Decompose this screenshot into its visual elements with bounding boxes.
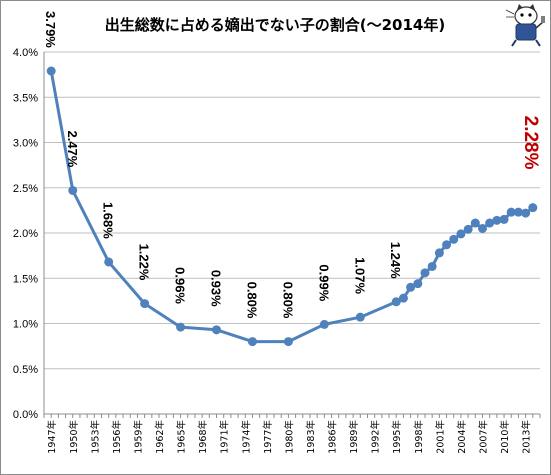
data-label: 2.28% xyxy=(520,116,541,170)
x-tick-label: 1977年 xyxy=(262,420,274,454)
data-point xyxy=(391,297,401,307)
data-label: 1.22% xyxy=(137,244,152,281)
x-tick-label: 1989年 xyxy=(348,420,360,454)
data-point xyxy=(176,322,186,332)
gridlines xyxy=(44,51,540,370)
x-tick-label: 1968年 xyxy=(197,420,209,454)
data-point xyxy=(521,208,531,218)
x-tick-label: 1971年 xyxy=(219,420,231,454)
data-labels: 3.79% 2.47% 1.68% 1.22% 0.96% 0.93% 0.80% 0.80%… xyxy=(43,11,541,319)
data-label: 0.99% xyxy=(316,264,331,301)
y-tick-label: 2.5% xyxy=(13,183,38,195)
data-label: 1.24% xyxy=(388,242,403,279)
y-tick-label: 0.5% xyxy=(13,364,38,376)
x-tick-label: 1995年 xyxy=(391,420,403,454)
x-tick-label: 2007年 xyxy=(477,420,489,454)
x-tick-label: 1956年 xyxy=(111,420,123,454)
axes xyxy=(43,52,541,418)
data-point xyxy=(406,282,416,292)
data-label: 0.80% xyxy=(244,282,259,319)
data-point xyxy=(319,319,329,329)
data-point xyxy=(492,215,502,225)
data-label: 0.93% xyxy=(209,270,224,307)
x-tick-label: 1965年 xyxy=(176,420,188,454)
data-point xyxy=(528,203,538,213)
data-point xyxy=(46,66,56,76)
data-point xyxy=(449,234,459,244)
data-point xyxy=(140,299,150,309)
data-point xyxy=(499,214,509,224)
data-label: 2.47% xyxy=(65,130,80,167)
x-tick-label: 2010年 xyxy=(499,420,511,454)
x-tick-label: 1992年 xyxy=(370,420,382,454)
data-series xyxy=(46,66,538,347)
data-point xyxy=(68,185,78,195)
x-tick-label: 1980年 xyxy=(283,420,295,454)
y-tick-label: 2.0% xyxy=(13,228,38,240)
data-point xyxy=(283,337,293,347)
x-tick-label: 1983年 xyxy=(305,420,317,454)
data-point xyxy=(247,337,257,347)
y-tick-label: 1.0% xyxy=(13,319,38,331)
data-point xyxy=(513,207,523,217)
data-point xyxy=(355,312,365,322)
data-point xyxy=(427,261,437,271)
x-tick-label: 1974年 xyxy=(240,420,252,454)
data-point xyxy=(434,248,444,258)
data-label: 1.07% xyxy=(352,257,367,294)
data-point xyxy=(442,240,452,250)
y-tick-label: 3.0% xyxy=(13,138,38,150)
x-tick-label: 1998年 xyxy=(413,420,425,454)
data-label: 0.80% xyxy=(280,282,295,319)
y-tick-label: 0.0% xyxy=(13,409,38,421)
data-point xyxy=(398,293,408,303)
data-label: 3.79% xyxy=(43,11,58,48)
data-point xyxy=(420,268,430,278)
chart-title: 出生総数に占める嫡出でない子の割合(～2014年) xyxy=(105,16,445,34)
data-point xyxy=(104,257,114,267)
data-point xyxy=(477,223,487,233)
mascot-icon xyxy=(505,4,545,47)
data-point xyxy=(456,229,466,239)
x-tick-label: 1950年 xyxy=(68,420,80,454)
data-point xyxy=(506,207,516,217)
x-tick-label: 1947年 xyxy=(46,420,58,454)
data-label: 1.68% xyxy=(101,202,116,239)
x-tick-label: 1959年 xyxy=(132,420,144,454)
data-point xyxy=(413,279,423,289)
x-axis-ticks: 1947年 1950年 1953年 1956年 1959年 1962年 1965年 1968年… xyxy=(46,420,532,454)
data-point xyxy=(463,224,473,234)
x-tick-label: 2013年 xyxy=(521,420,533,454)
x-tick-label: 1953年 xyxy=(89,420,101,454)
x-tick-label: 2004年 xyxy=(456,420,468,454)
y-tick-label: 4.0% xyxy=(13,47,38,59)
y-axis-ticks: 0.0% 0.5% 1.0% 1.5% 2.0% 2.5% 3.0% 3.5% 4.0% xyxy=(13,47,38,421)
y-tick-label: 1.5% xyxy=(13,273,38,285)
x-tick-label: 2001年 xyxy=(434,420,446,454)
x-tick-label: 1986年 xyxy=(327,420,339,454)
data-point xyxy=(212,325,222,335)
x-tick-label: 1962年 xyxy=(154,420,166,454)
data-point xyxy=(470,218,480,228)
data-point xyxy=(485,218,495,228)
data-label: 0.96% xyxy=(173,267,188,304)
y-tick-label: 3.5% xyxy=(13,92,38,104)
